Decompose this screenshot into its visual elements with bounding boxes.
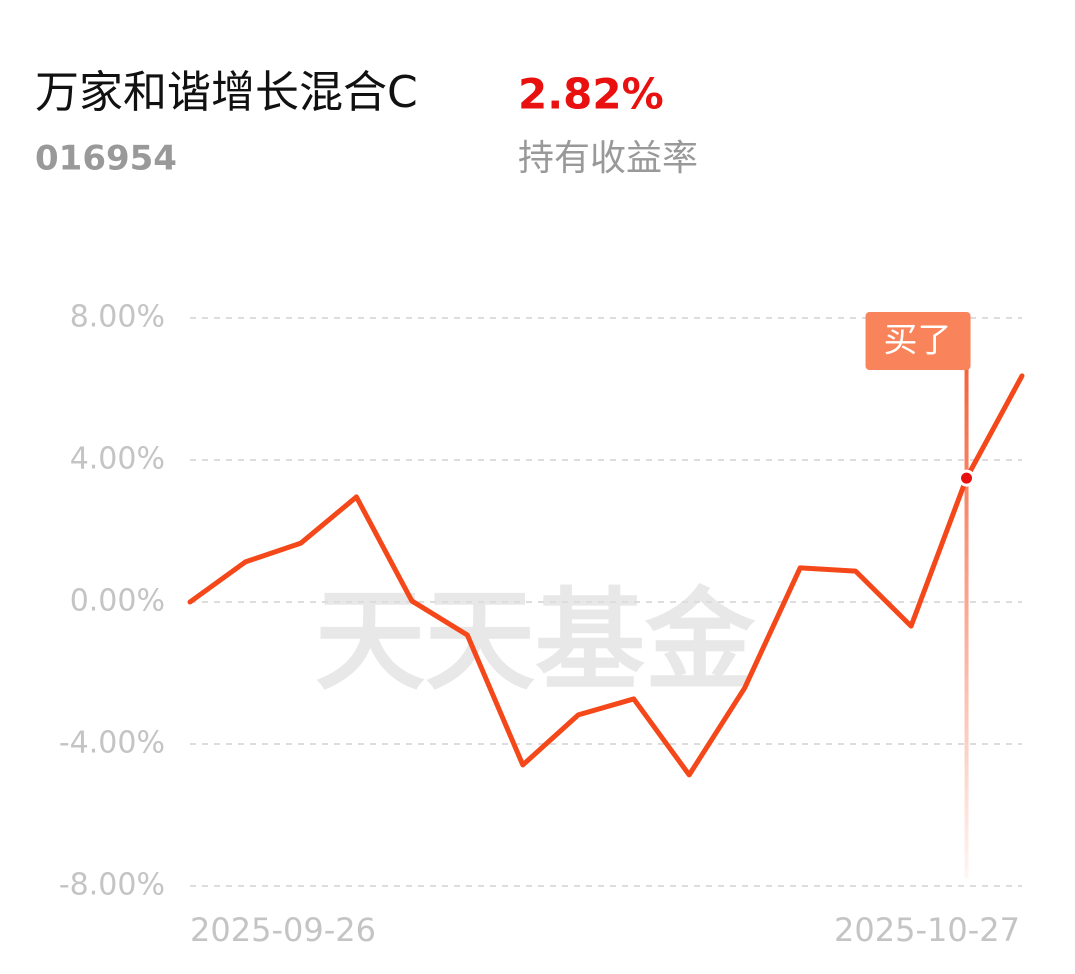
y-tick-label: 8.00% (70, 300, 165, 335)
buy-label: 买了 (884, 321, 952, 361)
y-tick-label: 4.00% (70, 442, 165, 477)
buy-badge (865, 312, 971, 370)
y-tick-label: -4.00% (59, 726, 165, 761)
buy-stem (964, 340, 969, 878)
y-tick-label: 0.00% (70, 584, 165, 619)
fund-code: 016954 (35, 139, 177, 179)
return-label: 持有收益率 (518, 138, 698, 179)
line (187, 373, 1025, 778)
fund-title: 万家和谐增长混合C (35, 67, 418, 118)
x-tick-label: 2025-10-27 (834, 911, 1020, 949)
x-tick-label: 2025-09-26 (190, 911, 376, 949)
buy-point (958, 469, 976, 487)
watermark: 天天基金 (315, 576, 756, 705)
y-tick-label: -8.00% (59, 868, 165, 903)
return-value: 2.82% (518, 70, 664, 119)
